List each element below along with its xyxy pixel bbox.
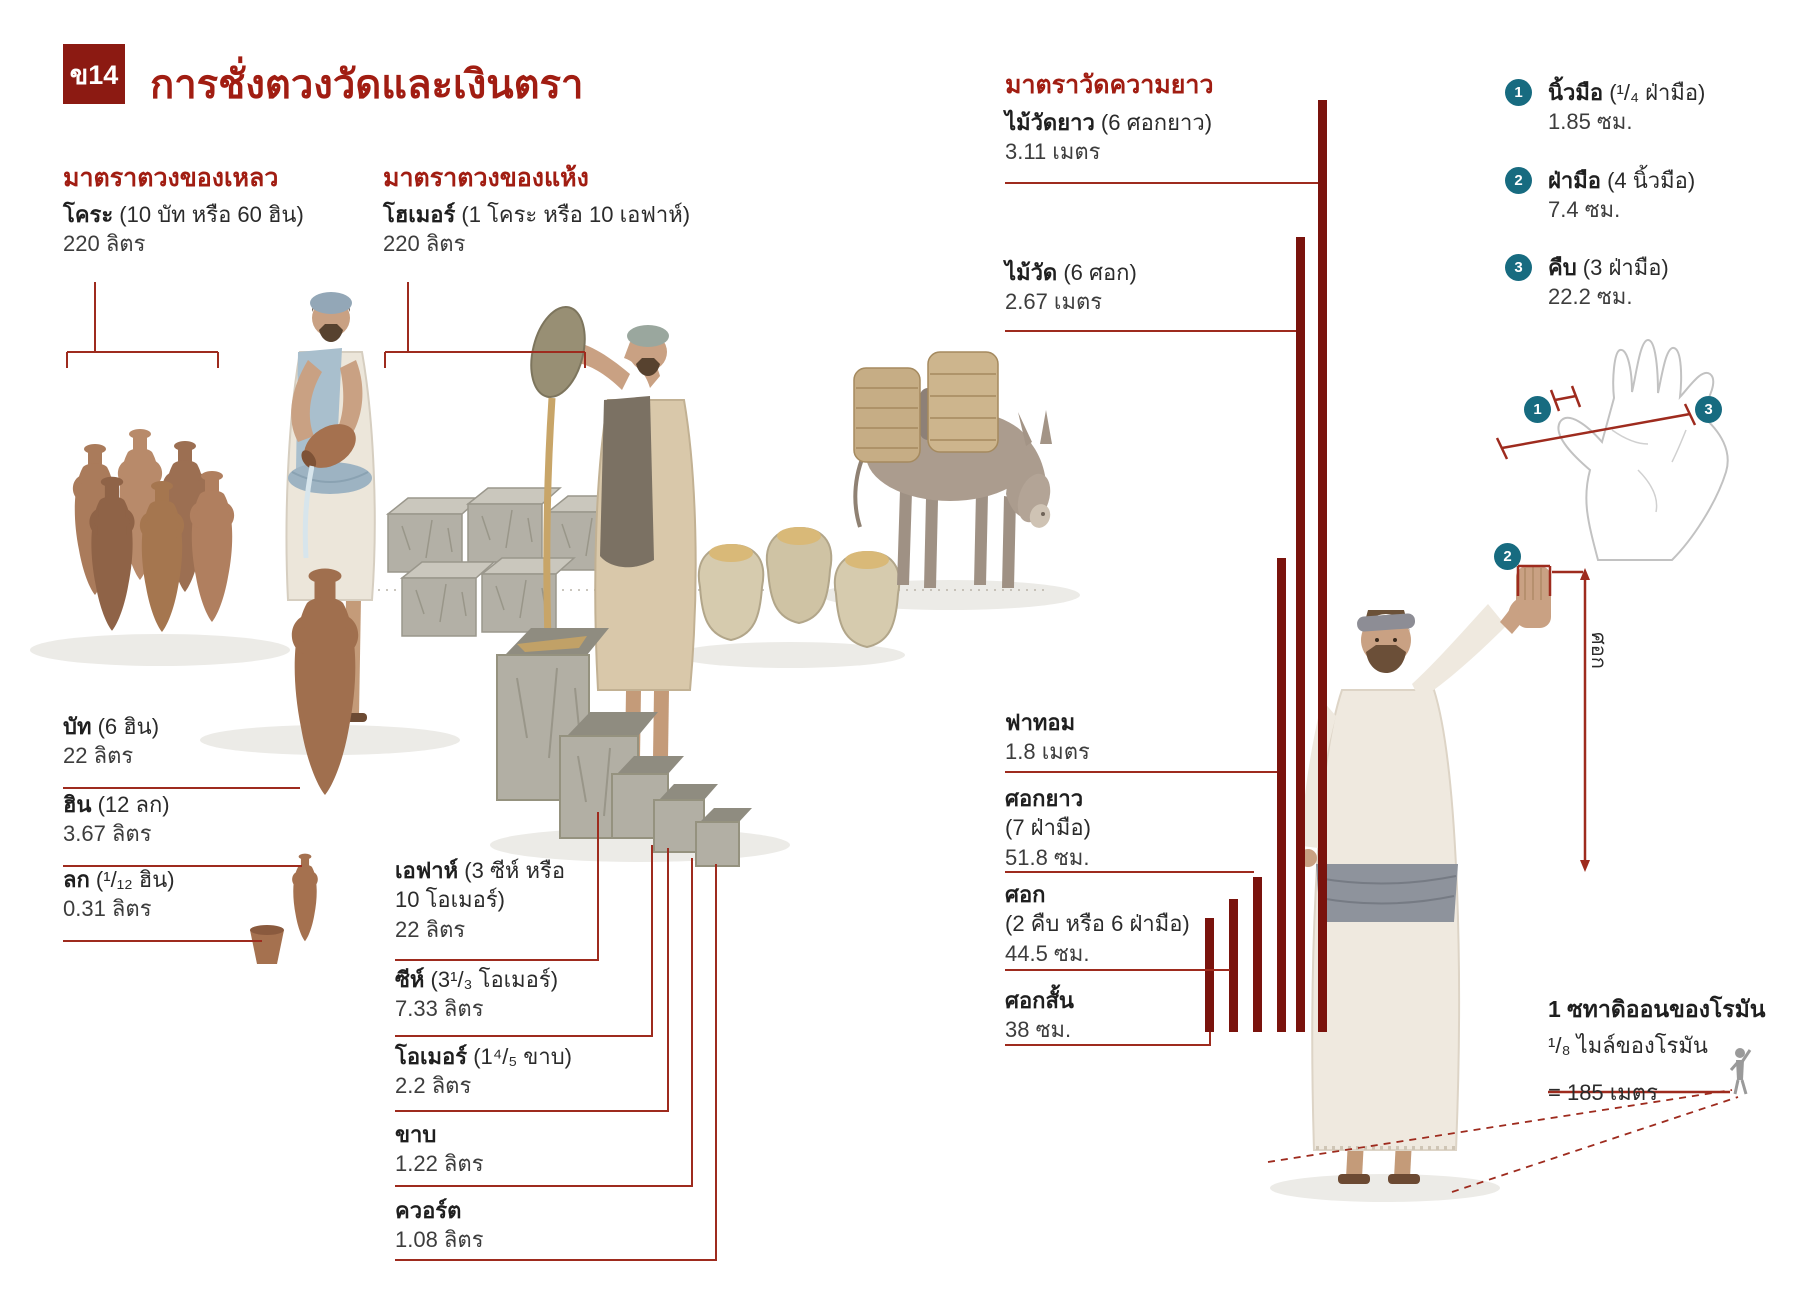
- hand-unit-handbreadth: ฝ่ามือ (4 นิ้วมือ) 7.4 ซม.: [1548, 168, 1696, 223]
- bar-long-cubit: [1253, 877, 1262, 1032]
- section-header-dry: มาตราตวงของแห้ง: [383, 164, 589, 192]
- measure-label-seah: ซีห์ (3¹/₃ โอเมอร์) 7.33 ลิตร: [395, 967, 559, 1022]
- grain-sacks-illustration: [697, 526, 901, 649]
- page-title: การชั่งตวงวัดและเงินตรา: [150, 63, 584, 107]
- fingerbreadth-ticks: [1549, 385, 1582, 412]
- span-number-badge: 3: [1505, 254, 1532, 281]
- ephah-line: [395, 812, 599, 961]
- stadion-note: 1 ซทาดิออนของโรมัน ¹/₈ ไมล์ของโรมัน = 18…: [1548, 996, 1766, 1105]
- cab-line: [395, 858, 693, 1187]
- handbreadth-number-badge: 2: [1505, 167, 1532, 194]
- measure-label-homer: โฮเมอร์ (1 โคระ หรือ 10 เอฟาห์) 220 ลิตร: [383, 202, 691, 257]
- bar-long-reed: [1318, 100, 1327, 1032]
- measure-label-bath: บัท (6 ฮิน) 22 ลิตร: [63, 714, 160, 769]
- hand-measurement-marks: [1495, 385, 1697, 596]
- bar-cubit: [1229, 899, 1238, 1032]
- man-pouring-grain-illustration: [530, 305, 697, 834]
- measuring-bars: [1205, 100, 1327, 1032]
- section-header-length: มาตราวัดความยาว: [1005, 71, 1214, 99]
- span-marker-badge: 3: [1695, 396, 1722, 423]
- measure-label-reed: ไม้วัด (6 ศอก) 2.67 เมตร: [1005, 260, 1137, 315]
- amphorae-illustration: [72, 429, 235, 632]
- man-pouring-liquid-illustration: [285, 292, 376, 795]
- fingerbreadth-marker-badge: 1: [1524, 396, 1551, 423]
- measure-label-omer: โอเมอร์ (1⁴/₅ ขาบ) 2.2 ลิตร: [395, 1044, 572, 1099]
- measure-label-log: ลก (¹/₁₂ ฮิน) 0.31 ลิตร: [63, 867, 175, 922]
- small-cup-illustration: [250, 925, 284, 964]
- measure-label-cab: ขาบ 1.22 ลิตร: [395, 1122, 484, 1177]
- measure-label-fathom: ฟาทอม 1.8 เมตร: [1005, 710, 1090, 765]
- hand-unit-fingerbreadth: นิ้วมือ (¹/₄ ฝ่ามือ) 1.85 ซม.: [1548, 80, 1706, 135]
- cor-bracket: [66, 282, 219, 368]
- seah-line: [395, 845, 653, 1037]
- stadion-lines: [1267, 1089, 1739, 1193]
- hand-outline-illustration: [1557, 338, 1729, 561]
- cubit-dimension-label: ศอก: [1587, 632, 1609, 669]
- homer-bracket: [384, 282, 586, 368]
- hand-unit-span: คืบ (3 ฝ่ามือ) 22.2 ซม.: [1548, 255, 1669, 310]
- fingerbreadth-number-badge: 1: [1505, 79, 1532, 106]
- measure-label-hin: ฮิน (12 ลก) 3.67 ลิตร: [63, 792, 170, 847]
- bar-reed: [1296, 237, 1305, 1032]
- omer-line: [395, 848, 669, 1112]
- cubit-dimension-arrow: [1580, 568, 1590, 872]
- standing-man-illustration: [1299, 566, 1551, 1184]
- measure-label-cor: โคระ (10 บัท หรือ 60 ฮิน) 220 ลิตร: [63, 202, 304, 257]
- connector-lines: [63, 182, 1318, 1261]
- measure-label-ephah: เอฟาห์ (3 ซีห์ หรือ 10 โอเมอร์) 22 ลิตร: [395, 858, 566, 942]
- quart-line: [395, 864, 717, 1261]
- page-badge: ข14: [63, 44, 125, 104]
- bar-short-cubit: [1205, 918, 1214, 1032]
- short-cubit-line: [1005, 1032, 1211, 1046]
- stadion-figure-illustration: [1729, 1048, 1752, 1095]
- handbreadth-marker-badge: 2: [1494, 543, 1521, 570]
- stadion-dashed-lines: [1267, 1089, 1739, 1193]
- handbreadth-bracket: [1516, 564, 1552, 596]
- dry-measure-boxes-illustration: [496, 628, 752, 867]
- span-end-ticks: [1495, 403, 1697, 460]
- section-header-liquid: มาตราตวงของเหลว: [63, 164, 279, 192]
- measure-label-long-cubit: ศอกยาว (7 ฝ่ามือ) 51.8 ซม.: [1005, 786, 1091, 870]
- measure-label-quart: ควอร์ต 1.08 ลิตร: [395, 1198, 484, 1253]
- measure-label-cubit: ศอก (2 คืบ หรือ 6 ฝ่ามือ) 44.5 ซม.: [1005, 882, 1190, 966]
- measure-label-short-cubit: ศอกสั้น 38 ซม.: [1005, 988, 1074, 1043]
- span-measure-line: [1501, 412, 1691, 450]
- bar-fathom: [1277, 558, 1286, 1032]
- measure-label-long-reed: ไม้วัดยาว (6 ศอกยาว) 3.11 เมตร: [1005, 110, 1213, 165]
- donkey-illustration: [853, 351, 1052, 588]
